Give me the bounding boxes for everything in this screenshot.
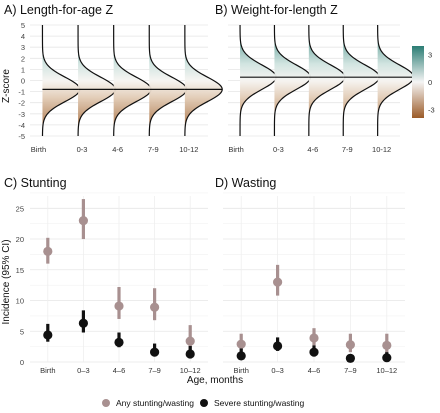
panel-d-point: [273, 341, 283, 351]
panel-a-ytick: 2: [21, 54, 25, 63]
panel-b-xtick: 4-6: [307, 145, 318, 154]
legend-swatch-any: [102, 399, 110, 407]
panel-c-ytick: 5: [20, 327, 24, 336]
panel-d-xtick: Birth: [233, 366, 248, 375]
panel-c-point: [185, 349, 195, 359]
panel-a-ytick: -4: [18, 121, 25, 130]
panel-b-density-fill: [343, 25, 380, 136]
panel-d-xtick: 10–12: [376, 366, 397, 375]
panel-d-xtick: 0–3: [271, 366, 284, 375]
panel-a-density-fill: [113, 25, 152, 136]
panel-d-title: D) Wasting: [215, 176, 276, 190]
panel-c-ytick: 20: [16, 235, 24, 244]
panel-b-density-fill: [377, 25, 414, 136]
panel-a-density-fill: [149, 25, 187, 136]
panel-d-point: [309, 333, 319, 343]
panel-a-ylabel: Z-score: [1, 69, 12, 103]
panel-c-xtick: 0–3: [77, 366, 90, 375]
panel-a-ytick: -5: [18, 132, 25, 141]
panel-c-ylabel: Incidence (95% CI): [1, 239, 12, 324]
panel-c-ytick: 10: [16, 297, 24, 306]
panel-d-xtick: 4–6: [308, 366, 321, 375]
panel-a-xtick: 10-12: [179, 145, 198, 154]
panel-d-point: [382, 353, 392, 363]
panel-c-point: [185, 336, 195, 346]
panel-a-density-curve: [41, 25, 81, 137]
panel-c-xtick: Birth: [40, 366, 55, 375]
panel-a-xtick: 7-9: [148, 145, 159, 154]
panel-d-point: [382, 340, 392, 350]
xlabel: Age, months: [187, 375, 243, 386]
panel-b-plot: Birth 0-3 4-6 7-9 10-12: [228, 24, 415, 154]
panel-a-ytick: 1: [21, 65, 25, 74]
panel-b-density-fill: [308, 25, 345, 136]
panel-a-ytick: 4: [21, 32, 25, 41]
panel-c-title: C) Stunting: [4, 176, 67, 190]
panel-a-density-fill: [78, 25, 116, 136]
legend-label-any: Any stunting/wasting: [116, 398, 194, 408]
legend-swatch-severe: [200, 399, 208, 407]
legend: Any stunting/wasting Severe stunting/was…: [102, 398, 305, 408]
panel-c-xtick: 4–6: [113, 366, 126, 375]
panel-c-point: [150, 347, 160, 357]
panel-b-xtick: 0-3: [273, 145, 284, 154]
panel-a-xtick: Birth: [31, 145, 46, 154]
colorbar: 3 0 -3: [412, 46, 435, 118]
panel-c-point: [78, 215, 88, 226]
panel-c-ytick: 15: [16, 266, 24, 275]
panel-a-density-curve: [77, 25, 117, 137]
colorbar-scale: [412, 46, 424, 118]
panel-c-xtick: 10–12: [180, 366, 201, 375]
panel-a-plot: 5 4 3 2 1 0 -1 -2 -3 -4 -5 Birth 0-3 4-6 7-9 10-12: [18, 21, 223, 154]
panel-c-point: [43, 246, 53, 256]
panel-a-density-curve: [184, 25, 223, 137]
panel-c-point: [114, 301, 124, 311]
panel-a-title: A) Length-for-age Z: [4, 3, 113, 17]
panel-a-ytick: -2: [18, 99, 25, 108]
panel-a-xtick: 0-3: [77, 145, 88, 154]
panel-d-point: [273, 277, 283, 287]
panel-a-ytick: 0: [21, 77, 25, 86]
panel-c-ytick: 25: [16, 204, 24, 213]
panel-d-point: [309, 347, 319, 357]
panel-b-title: B) Weight-for-length Z: [215, 3, 338, 17]
panel-c-ytick: 0: [20, 358, 24, 367]
panel-d-point: [345, 340, 355, 350]
panel-b-xtick: 10-12: [372, 145, 391, 154]
panel-a-xtick: 4-6: [112, 145, 123, 154]
panel-c-xtick: 7–9: [148, 366, 161, 375]
panel-a-ytick: -3: [18, 110, 25, 119]
panel-a-density-curve: [113, 25, 152, 137]
panel-c-plot: 0 5 10 15 20 25 Birth 0–3 4–6 7–9 10–12: [16, 192, 208, 375]
panel-b-xtick: 7-9: [342, 145, 353, 154]
colorbar-tick: -3: [428, 105, 435, 114]
panel-d-point: [236, 339, 246, 349]
panel-b-density-fill: [274, 25, 311, 136]
colorbar-tick: 3: [428, 51, 432, 60]
panel-d-point: [236, 351, 246, 361]
panel-a-ytick: -1: [18, 88, 25, 97]
legend-label-severe: Severe stunting/wasting: [214, 398, 305, 408]
panel-a-ytick: 3: [21, 43, 25, 52]
panel-d-plot: Birth 0–3 4–6 7–9 10–12: [223, 192, 405, 375]
panel-d-point: [345, 353, 355, 363]
panel-a-ytick: 5: [21, 21, 25, 30]
panel-c-point: [78, 318, 88, 328]
panel-b-density-fill: [240, 25, 277, 136]
panel-c-point: [114, 337, 124, 347]
colorbar-tick: 0: [428, 78, 432, 87]
panel-c-point: [150, 302, 160, 312]
panel-a-density-fill: [184, 25, 223, 136]
panel-c-point: [43, 330, 53, 340]
panel-b-xtick: Birth: [228, 145, 243, 154]
panel-a-density-fill: [42, 25, 80, 136]
panel-d-xtick: 7–9: [344, 366, 357, 375]
panel-a-density-curve: [148, 25, 188, 137]
